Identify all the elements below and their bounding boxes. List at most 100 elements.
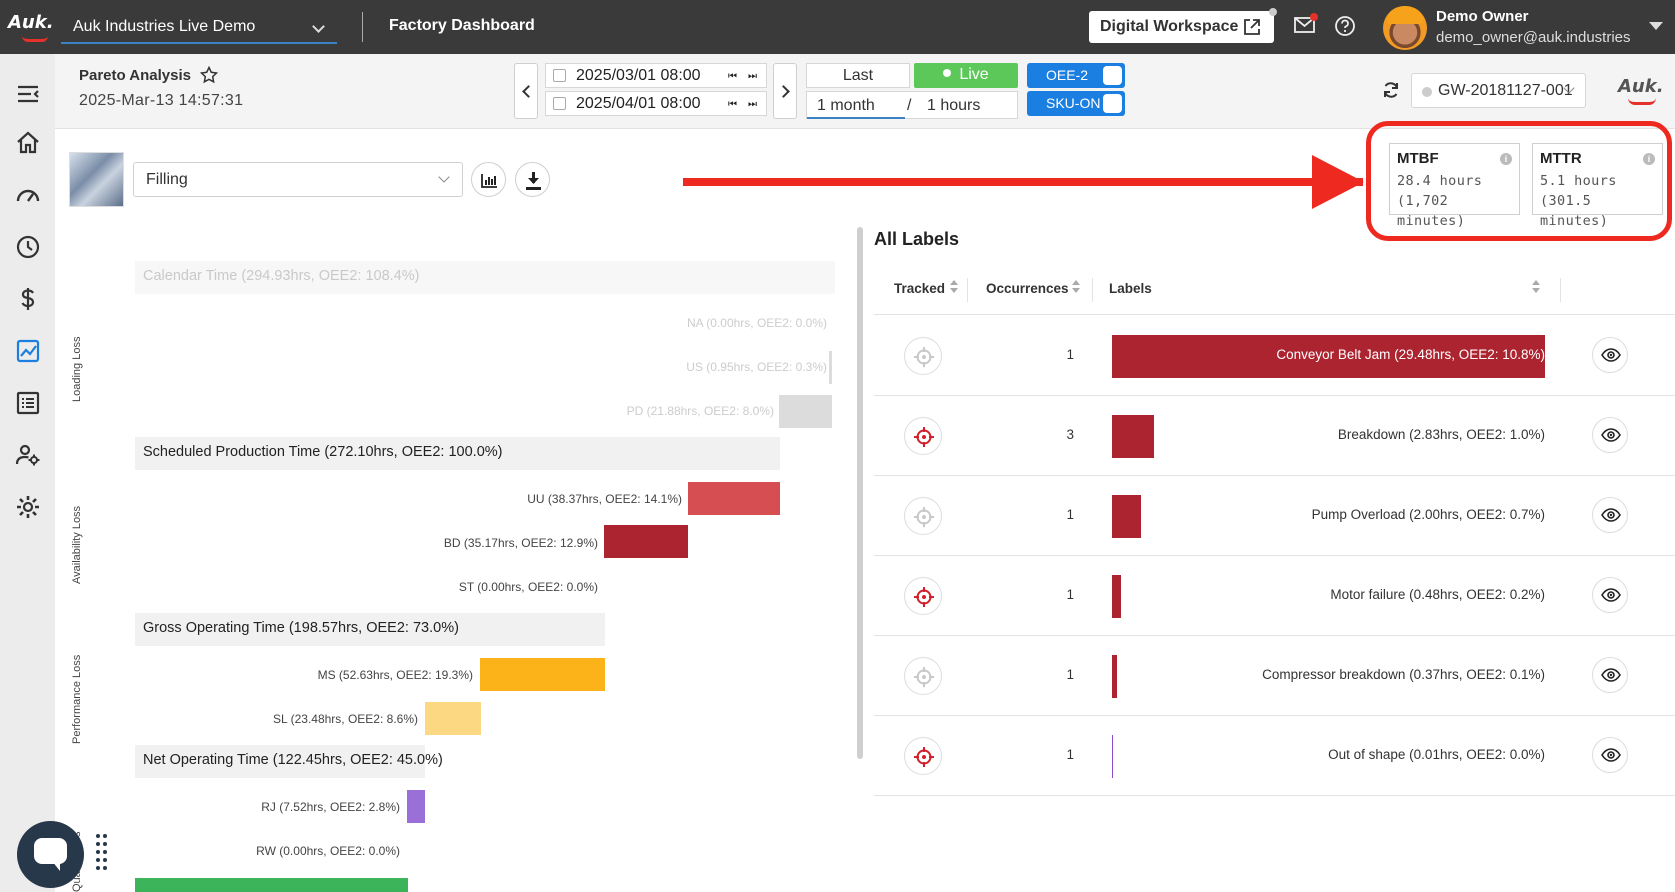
- dashboard-icon[interactable]: [15, 182, 41, 208]
- star-icon[interactable]: [200, 66, 218, 84]
- period-value[interactable]: 1 month: [817, 97, 875, 114]
- page-title: Pareto Analysis: [79, 67, 191, 84]
- mtbf-label: MTBF: [1397, 150, 1439, 167]
- label-bar[interactable]: [1112, 575, 1121, 618]
- gateway-select[interactable]: GW-20181127-001: [1411, 73, 1586, 108]
- sku-toggle[interactable]: SKU-ON: [1027, 91, 1125, 116]
- rj-label: RJ (7.52hrs, OEE2: 2.8%): [261, 800, 400, 814]
- end-date-input[interactable]: 2025/04/01 08:00 ⏮ ⏭: [545, 91, 767, 116]
- end-date-value: 2025/04/01 08:00: [576, 95, 701, 112]
- sort-icon[interactable]: [950, 280, 958, 296]
- target-icon: [914, 587, 934, 607]
- label-bar[interactable]: [1112, 415, 1154, 458]
- view-button[interactable]: [1592, 497, 1628, 533]
- top-bar: Auk. Auk Industries Live Demo Factory Da…: [0, 0, 1675, 54]
- label-bar[interactable]: [1112, 735, 1113, 778]
- collapse-menu-icon[interactable]: [15, 81, 41, 107]
- label-bar[interactable]: [1112, 335, 1545, 378]
- track-button[interactable]: [904, 337, 942, 375]
- target-icon: [914, 427, 934, 447]
- good-time-bar[interactable]: [135, 878, 408, 892]
- digital-workspace-button[interactable]: Digital Workspace: [1089, 11, 1274, 43]
- start-date-input[interactable]: 2025/03/01 08:00 ⏮ ⏭: [545, 63, 767, 88]
- mail-notification-dot: [1310, 13, 1318, 21]
- rj-bar[interactable]: [407, 790, 425, 823]
- sort-icon[interactable]: [1532, 280, 1540, 296]
- view-button[interactable]: [1592, 417, 1628, 453]
- bd-bar[interactable]: [604, 525, 688, 558]
- oee2-toggle[interactable]: OEE-2: [1027, 63, 1125, 88]
- occurrences-column-header[interactable]: Occurrences: [986, 281, 1069, 296]
- drag-handle-icon[interactable]: [94, 834, 110, 870]
- period-input[interactable]: 1 month / 1 hours: [806, 91, 1018, 119]
- info-icon[interactable]: i: [1500, 153, 1512, 165]
- us-bar[interactable]: [829, 351, 832, 384]
- scheduled-production-time-bar[interactable]: Scheduled Production Time (272.10hrs, OE…: [135, 437, 780, 470]
- view-button[interactable]: [1592, 337, 1628, 373]
- download-icon: [526, 172, 541, 190]
- skip-back-icon[interactable]: ⏮: [728, 99, 737, 110]
- site-select[interactable]: Auk Industries Live Demo: [61, 10, 337, 44]
- previous-period-button[interactable]: [514, 63, 538, 119]
- dollar-icon[interactable]: [15, 286, 41, 312]
- chart-view-button[interactable]: [471, 162, 506, 197]
- track-button[interactable]: [904, 497, 942, 535]
- sidebar: [0, 54, 55, 892]
- sl-bar[interactable]: [425, 702, 481, 735]
- refresh-icon[interactable]: [1382, 81, 1400, 99]
- auk-logo[interactable]: Auk.: [8, 12, 54, 42]
- ms-bar[interactable]: [480, 658, 605, 691]
- chart-icon[interactable]: [15, 338, 41, 364]
- mail-icon[interactable]: [1294, 16, 1316, 34]
- chevron-down-icon: [438, 171, 450, 183]
- chat-widget-button[interactable]: [17, 821, 84, 888]
- occurrences-cell: 1: [1066, 587, 1074, 602]
- pd-label: PD (21.88hrs, OEE2: 8.0%): [626, 404, 774, 418]
- skip-forward-icon[interactable]: ⏭: [748, 99, 757, 110]
- history-icon[interactable]: [15, 234, 41, 260]
- label-bar[interactable]: [1112, 655, 1117, 698]
- help-icon[interactable]: [1334, 15, 1356, 37]
- avatar[interactable]: [1383, 6, 1427, 50]
- net-operating-time-bar[interactable]: Net Operating Time (122.45hrs, OEE2: 45.…: [135, 745, 443, 778]
- gross-operating-time-bar[interactable]: Gross Operating Time (198.57hrs, OEE2: 7…: [135, 613, 605, 646]
- user-settings-icon[interactable]: [15, 442, 41, 468]
- view-button[interactable]: [1592, 577, 1628, 613]
- next-period-button[interactable]: [773, 63, 797, 119]
- caret-down-icon[interactable]: [1649, 22, 1663, 30]
- info-icon[interactable]: i: [1643, 153, 1655, 165]
- view-button[interactable]: [1592, 657, 1628, 693]
- track-button[interactable]: [904, 737, 942, 775]
- interval-value[interactable]: 1 hours: [927, 97, 981, 114]
- last-button[interactable]: Last: [806, 63, 910, 88]
- track-button[interactable]: [904, 417, 942, 455]
- target-icon: [914, 347, 934, 367]
- view-button[interactable]: [1592, 737, 1628, 773]
- station-thumbnail: [69, 152, 124, 207]
- download-button[interactable]: [515, 162, 550, 197]
- chevron-left-icon: [522, 85, 535, 98]
- home-icon[interactable]: [15, 130, 41, 156]
- uu-bar[interactable]: [688, 482, 780, 515]
- user-name: Demo Owner: [1436, 8, 1529, 25]
- station-select[interactable]: Filling: [133, 162, 463, 197]
- track-button[interactable]: [904, 577, 942, 615]
- label-bar[interactable]: [1112, 495, 1141, 538]
- period-separator: /: [907, 97, 912, 114]
- group-label-performance-loss: Performance Loss: [71, 654, 83, 744]
- panel-resize-handle[interactable]: [857, 227, 863, 759]
- mttr-label: MTTR: [1540, 150, 1582, 167]
- live-button[interactable]: Live: [914, 63, 1018, 88]
- labels-column-header[interactable]: Labels: [1109, 281, 1152, 296]
- track-button[interactable]: [904, 657, 942, 695]
- skip-forward-icon[interactable]: ⏭: [748, 71, 757, 82]
- last-updated: 2025-Mar-13 14:57:31: [79, 92, 244, 109]
- pd-bar[interactable]: [779, 395, 832, 428]
- sort-icon[interactable]: [1072, 280, 1080, 296]
- chevron-right-icon: [777, 85, 790, 98]
- list-icon[interactable]: [15, 390, 41, 416]
- calendar-time-bar[interactable]: Calendar Time (294.93hrs, OEE2: 108.4%): [135, 261, 835, 294]
- gear-icon[interactable]: [15, 494, 41, 520]
- skip-back-icon[interactable]: ⏮: [728, 71, 737, 82]
- tracked-column-header[interactable]: Tracked: [894, 281, 946, 296]
